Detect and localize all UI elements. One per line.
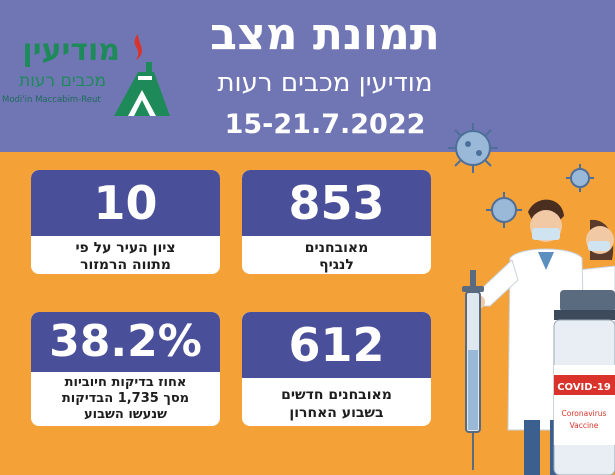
header-banner: תמונת מצב מודיעין מכבים רעות 15-21.7.202… xyxy=(0,0,615,152)
stat-label-line: שנעשו השבוע xyxy=(83,407,168,422)
stat-label: אחוז בדיקות חיוביות מסך 1,735 הבדיקות שנ… xyxy=(31,375,220,423)
stat-card-diagnosed: 853 מאובחנים לנגיף xyxy=(242,170,431,274)
stat-label-line: ציון העיר על פי xyxy=(75,240,176,256)
page-subtitle: מודיעין מכבים רעות xyxy=(217,68,433,98)
stat-value: 612 xyxy=(242,312,431,378)
stat-card-positive-rate: 38.2% אחוז בדיקות חיוביות מסך 1,735 הבדי… xyxy=(31,312,220,426)
stat-label-line: מתווה הרמזור xyxy=(80,257,171,273)
syringe-icon xyxy=(462,270,484,470)
stat-value: 10 xyxy=(31,170,220,236)
stat-label-line: מאובחנים xyxy=(304,240,369,256)
stat-label-line: לנגיף xyxy=(319,257,354,273)
logo-hebrew-sub: מכבים רעות xyxy=(19,71,106,91)
stat-label: מאובחנים לנגיף xyxy=(242,240,431,274)
vial-sub-label: Vaccine xyxy=(570,421,599,430)
stat-label-line: מאובחנים חדשים xyxy=(281,387,392,403)
vial-sub-label: Coronavirus xyxy=(562,409,607,418)
virus-icon xyxy=(448,123,498,173)
vaccine-illustration: COVID-19 Coronavirus Vaccine xyxy=(448,123,615,475)
stat-card-city-score: 10 ציון העיר על פי מתווה הרמזור xyxy=(31,170,220,274)
stat-label-line: אחוז בדיקות חיוביות xyxy=(64,375,187,390)
stat-label: מאובחנים חדשים בשבוע האחרון xyxy=(242,386,431,422)
stat-label: ציון העיר על פי מתווה הרמזור xyxy=(31,240,220,274)
stat-card-new-diagnosed: 612 מאובחנים חדשים בשבוע האחרון xyxy=(242,312,431,426)
logo-english-name: Modi'in Maccabim-Reut xyxy=(2,95,101,105)
vial-label: COVID-19 xyxy=(557,382,611,393)
vaccine-vial-icon: COVID-19 Coronavirus Vaccine xyxy=(553,290,615,475)
logo-emblem-icon xyxy=(114,34,170,116)
stat-value: 38.2% xyxy=(31,312,220,372)
city-logo: מודיעין מכבים רעות Modi'in Maccabim-Reut xyxy=(2,32,172,122)
logo-hebrew-name: מודיעין xyxy=(22,33,120,68)
virus-icon xyxy=(566,164,594,192)
page-title: תמונת מצב xyxy=(210,9,440,60)
stat-label-line: בשבוע האחרון xyxy=(289,405,384,421)
virus-icon xyxy=(486,192,522,228)
date-range: 15-21.7.2022 xyxy=(224,109,426,140)
stat-value: 853 xyxy=(242,170,431,236)
stat-label-line: מסך 1,735 הבדיקות xyxy=(61,391,190,406)
